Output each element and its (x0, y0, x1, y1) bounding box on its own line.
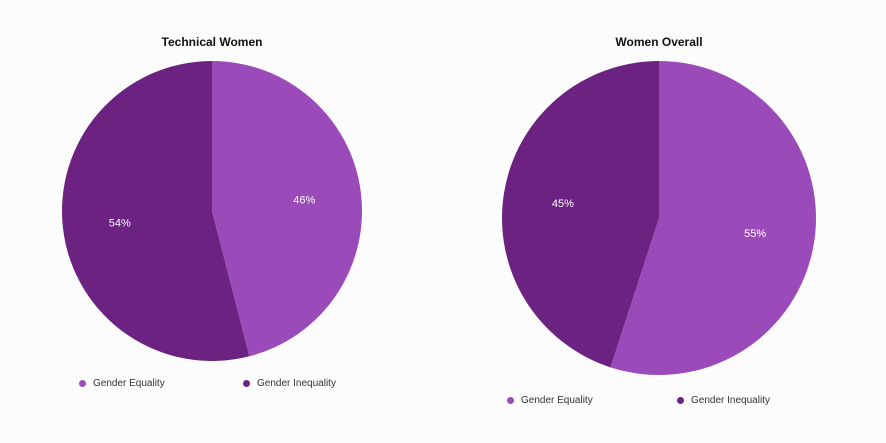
legend-label: Gender Inequality (691, 395, 770, 406)
legend-swatch (243, 380, 250, 387)
chart-title: Women Overall (615, 35, 703, 49)
legend-item-gender-equality[interactable]: Gender Equality (79, 378, 165, 389)
pie-slice-gender-equality[interactable] (610, 61, 816, 376)
legend-item-gender-equality[interactable]: Gender Equality (507, 395, 593, 406)
legend-item-gender-inequality[interactable]: Gender Inequality (243, 378, 336, 389)
legend-swatch (79, 380, 86, 387)
legend-swatch (677, 397, 684, 404)
legend-label: Gender Equality (521, 395, 593, 406)
slice-label: 46% (293, 194, 315, 206)
pie-slice-gender-equality[interactable] (212, 61, 363, 357)
slice-label: 55% (744, 228, 766, 240)
slice-label: 54% (109, 218, 131, 230)
legend-swatch (507, 397, 514, 404)
legend-label: Gender Equality (93, 378, 165, 389)
legend-label: Gender Inequality (257, 378, 336, 389)
pie-slice-gender-inequality[interactable] (62, 61, 250, 361)
slice-label: 45% (552, 198, 574, 210)
legend-item-gender-inequality[interactable]: Gender Inequality (677, 395, 770, 406)
chart-title: Technical Women (161, 35, 263, 49)
pie-slice-gender-inequality[interactable] (501, 61, 659, 368)
